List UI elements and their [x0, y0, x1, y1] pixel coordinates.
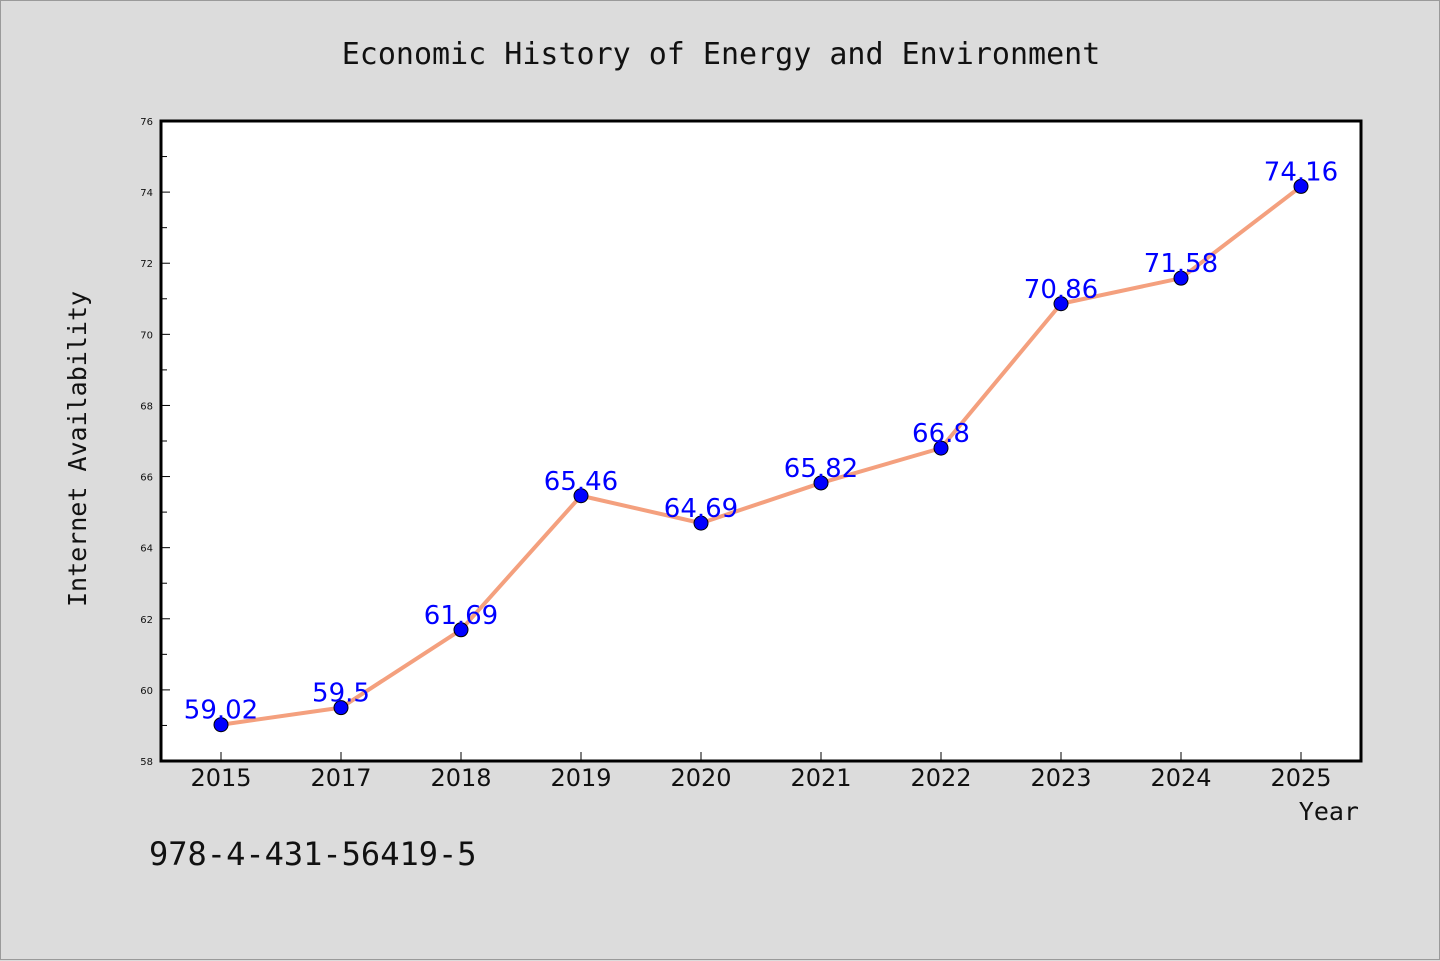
x-tick-label: 2024: [1150, 764, 1211, 792]
data-label: 64.69: [664, 494, 738, 524]
data-label: 71.58: [1144, 249, 1218, 279]
x-tick-label: 2020: [670, 764, 731, 792]
data-label: 74.16: [1264, 157, 1338, 187]
y-tick-label: 60: [140, 686, 153, 697]
y-tick-label: 76: [140, 117, 153, 128]
x-tick-label: 2019: [550, 764, 611, 792]
y-tick-label: 62: [140, 615, 153, 626]
data-point-marker: [693, 515, 709, 531]
x-tick-label: 2018: [430, 764, 491, 792]
x-tick-label: 2025: [1270, 764, 1331, 792]
isbn-annotation: 978-4-431-56419-5: [149, 835, 477, 873]
data-point-marker: [573, 488, 589, 504]
x-tick-label: 2023: [1030, 764, 1091, 792]
chart-title: Economic History of Energy and Environme…: [342, 37, 1101, 72]
data-label: 70.86: [1024, 275, 1098, 305]
data-point-marker: [213, 717, 229, 733]
data-label: 61.69: [424, 601, 498, 631]
data-point-marker: [1293, 178, 1309, 194]
data-point-marker: [453, 622, 469, 638]
plot-area: [159, 119, 1363, 763]
data-label: 59.02: [184, 696, 258, 726]
data-point-marker: [933, 440, 949, 456]
series-line: [219, 184, 1303, 727]
data-label: 65.82: [784, 454, 858, 484]
y-tick-label: 74: [140, 188, 153, 199]
x-axis: 2015 2017 2018 2019 2020 2021 2022 2023 2024 2025: [190, 752, 1332, 792]
y-tick-label: 70: [140, 330, 153, 341]
y-tick-label: 66: [140, 473, 153, 484]
y-tick-label: 64: [140, 544, 153, 555]
data-label: 66.8: [912, 419, 970, 449]
y-tick-label: 58: [140, 757, 153, 768]
data-label: 59.5: [312, 679, 370, 709]
y-tick-label: 68: [140, 401, 153, 412]
x-axis-label: Year: [1299, 797, 1359, 826]
x-tick-label: 2015: [190, 764, 251, 792]
data-point-marker: [813, 475, 829, 491]
x-tick-label: 2022: [910, 764, 971, 792]
series-group: 59.02 59.5 61.69 65.46 64.69 65.82 66.8 70.86 71…: [184, 157, 1338, 733]
data-label: 65.46: [544, 467, 618, 497]
data-point-marker: [1173, 270, 1189, 286]
x-tick-label: 2021: [790, 764, 851, 792]
y-axis: 58 60 62 64 66 68 70 72 74 76: [140, 117, 170, 768]
data-point-marker: [1053, 296, 1069, 312]
y-axis-label: Internet Availability: [63, 291, 92, 607]
x-tick-label: 2017: [310, 764, 371, 792]
data-point-marker: [333, 700, 349, 716]
y-tick-label: 72: [140, 259, 153, 270]
